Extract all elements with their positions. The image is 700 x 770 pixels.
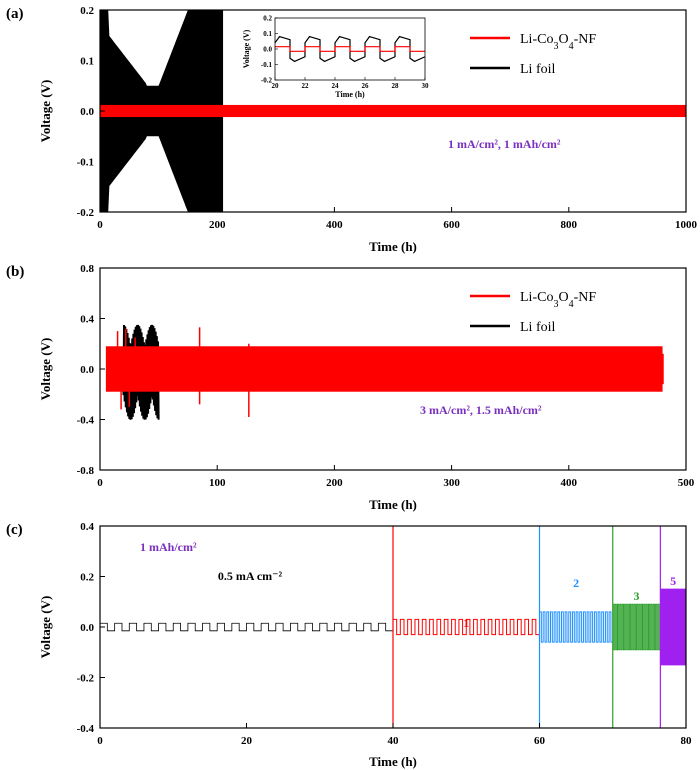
panel-1: (a) 0 200 400 600 800 1000 -0.2 -0.1 0.0 0.1 0.2 Tim… <box>6 5 698 254</box>
y-axis-title: Voltage (V) <box>38 596 53 659</box>
inset: 20 22 24 26 28 30 -0.2 -0.1 0.0 0.1 0.2 Time (h) Vol… <box>232 14 432 102</box>
x-axis-title: Time (h) <box>369 497 417 512</box>
inset-y-tick-label: 0.0 <box>263 46 272 54</box>
y-tick-label: 0.0 <box>80 106 94 118</box>
series-li-foil <box>122 324 160 420</box>
plot-area <box>100 526 686 728</box>
x-tick-label: 60 <box>534 735 546 747</box>
envelope-cut-bottom <box>100 136 224 212</box>
inset-series <box>275 46 425 52</box>
envelope-cut-top <box>100 10 224 86</box>
y-tick-label: 0.8 <box>80 263 94 275</box>
inset-y-title: Voltage (V) <box>242 29 251 68</box>
inset-x-title: Time (h) <box>335 90 365 99</box>
x-tick-label: 400 <box>561 477 578 489</box>
panel-label: (c) <box>6 522 23 538</box>
inset-x-tick-label: 26 <box>362 82 370 90</box>
series-li-co3o4-nf <box>100 104 686 118</box>
plot-area <box>100 10 686 212</box>
condition-label: 3 mA/cm², 1.5 mAh/cm² <box>420 403 542 417</box>
x-axis-title: Time (h) <box>369 239 417 254</box>
segment-label: 2 <box>573 576 579 590</box>
inset-x-tick-label: 24 <box>332 82 340 90</box>
inset-y-tick-label: 0.2 <box>263 15 272 23</box>
y-tick-label: -0.2 <box>77 207 95 219</box>
inset-x-tick-label: 30 <box>422 82 430 90</box>
series-end <box>657 353 664 385</box>
x-tick-label: 200 <box>209 219 226 231</box>
legend-label: Li-Co3O4-NF <box>520 32 596 52</box>
inset-y-tick-label: -0.2 <box>261 77 273 85</box>
x-tick-label: 40 <box>388 735 400 747</box>
x-tick-label: 1000 <box>675 219 698 231</box>
y-tick-label: 0.0 <box>80 364 94 376</box>
x-tick-label: 600 <box>443 219 460 231</box>
segment-4 <box>660 588 686 666</box>
panel-label: (a) <box>6 6 24 22</box>
panel-label: (b) <box>6 264 24 280</box>
x-tick-label: 100 <box>209 477 226 489</box>
series-li-co3o4-nf <box>105 346 663 392</box>
x-tick-label: 0 <box>97 477 103 489</box>
x-tick-label: 300 <box>443 477 460 489</box>
segment-3 <box>612 603 661 651</box>
inset-y-tick-label: -0.1 <box>261 61 273 69</box>
plot-area <box>105 324 664 420</box>
inset-y-tick-label: 0.1 <box>263 30 272 38</box>
y-tick-label: -0.4 <box>77 723 95 735</box>
legend-label: Li-Co3O4-NF <box>520 290 596 310</box>
y-axis-title: Voltage (V) <box>38 80 53 143</box>
x-tick-label: 20 <box>241 735 253 747</box>
y-tick-label: 0.2 <box>80 5 94 17</box>
x-axis-title: Time (h) <box>369 754 417 769</box>
x-tick-label: 500 <box>678 477 695 489</box>
inset-x-tick-label: 20 <box>272 82 280 90</box>
panel-2: (b) 0 100 200 300 400 500 -0.8 -0.4 0.0 0.4 0.8 Time… <box>6 263 695 512</box>
x-tick-label: 0 <box>97 735 103 747</box>
segment-1 <box>393 618 540 636</box>
condition-label: 1 mA/cm², 1 mAh/cm² <box>448 137 561 151</box>
segment-label: 1 <box>463 616 469 630</box>
inset-x-tick-label: 22 <box>302 82 310 90</box>
x-tick-label: 800 <box>561 219 578 231</box>
y-tick-label: 0.1 <box>80 56 94 68</box>
y-tick-label: 0.4 <box>80 521 94 533</box>
y-tick-label: -0.1 <box>77 157 94 169</box>
condition-label: 1 mAh/cm² <box>140 540 197 554</box>
y-tick-label: 0.0 <box>80 622 94 634</box>
inset-x-tick-label: 28 <box>392 82 400 90</box>
legend-label: Li foil <box>520 62 555 77</box>
y-tick-label: -0.2 <box>77 673 95 685</box>
x-tick-label: 80 <box>681 735 693 747</box>
segment-label: 5 <box>670 574 676 588</box>
x-tick-label: 0 <box>97 219 103 231</box>
segment-label: 3 <box>634 589 640 603</box>
x-tick-label: 400 <box>326 219 343 231</box>
legend-label: Li foil <box>520 320 555 335</box>
x-tick-label: 200 <box>326 477 343 489</box>
panel-3: (c) 0.5 mA cm⁻² 1 2 3 5 0 20 40 60 80 -0.4 -0.2 0.0 0.… <box>6 521 692 769</box>
y-tick-label: 0.4 <box>80 314 94 326</box>
y-tick-label: -0.4 <box>77 415 95 427</box>
segment-label: 0.5 mA cm⁻² <box>218 569 283 583</box>
segment-2 <box>539 611 613 643</box>
segment-0 <box>100 622 393 632</box>
y-tick-label: -0.8 <box>77 465 95 477</box>
y-tick-label: 0.2 <box>80 572 94 584</box>
y-axis-title: Voltage (V) <box>38 338 53 401</box>
